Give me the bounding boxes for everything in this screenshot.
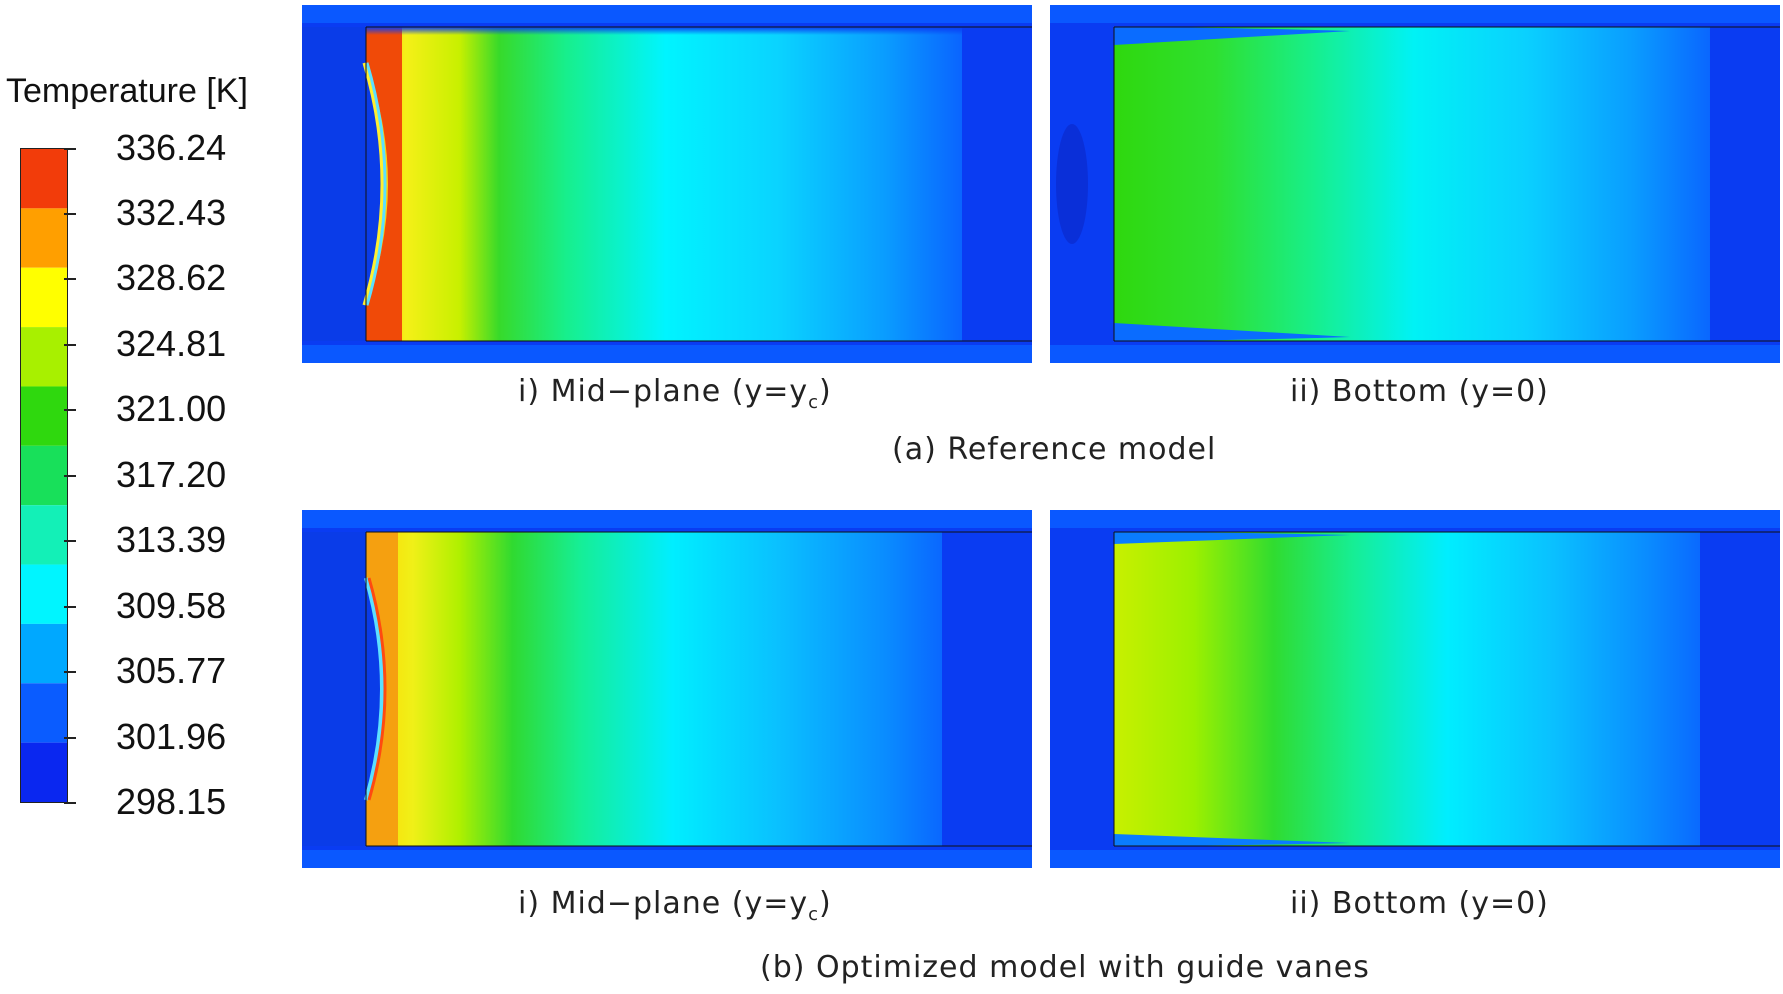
colorbar-tick xyxy=(64,475,76,477)
colorbar-label: 324.81 xyxy=(116,323,227,364)
colorbar-tick xyxy=(64,606,76,608)
legend-title: Temperature [K] xyxy=(6,72,248,110)
colorbar-label: 298.15 xyxy=(116,781,227,822)
contour-plot-reference-bottom xyxy=(1050,5,1780,363)
group-caption-reference: (a) Reference model xyxy=(892,432,1217,467)
colorbar-tick xyxy=(64,540,76,542)
colorbar-label: 332.43 xyxy=(116,192,227,233)
contour-plot-reference-midplane xyxy=(302,5,1032,363)
colorbar-tick xyxy=(64,409,76,411)
colorbar-tick xyxy=(64,802,76,804)
caption-reference-midplane: i) Mid−plane (y=yc) xyxy=(518,374,832,413)
colorbar-label: 321.00 xyxy=(116,388,227,429)
colorbar-tick xyxy=(64,344,76,346)
colorbar-label: 317.20 xyxy=(116,454,227,495)
group-caption-optimized: (b) Optimized model with guide vanes xyxy=(760,950,1370,985)
colorbar-label: 328.62 xyxy=(116,257,227,298)
colorbar-tick xyxy=(64,278,76,280)
contour-plot-optimized-bottom xyxy=(1050,510,1780,868)
colorbar-tick xyxy=(64,737,76,739)
colorbar-label: 309.58 xyxy=(116,585,227,626)
colorbar-label: 305.77 xyxy=(116,650,227,691)
colorbar-tick xyxy=(64,148,76,150)
caption-optimized-midplane: i) Mid−plane (y=yc) xyxy=(518,886,832,925)
caption-optimized-bottom: ii) Bottom (y=0) xyxy=(1290,886,1549,921)
colorbar-label: 336.24 xyxy=(116,127,227,168)
colorbar-tick xyxy=(64,671,76,673)
colorbar-tick xyxy=(64,213,76,215)
contour-plot-optimized-midplane xyxy=(302,510,1032,868)
caption-reference-bottom: ii) Bottom (y=0) xyxy=(1290,374,1549,409)
colorbar-label: 313.39 xyxy=(116,519,227,560)
temperature-colorbar xyxy=(20,148,68,803)
colorbar-label: 301.96 xyxy=(116,716,227,757)
